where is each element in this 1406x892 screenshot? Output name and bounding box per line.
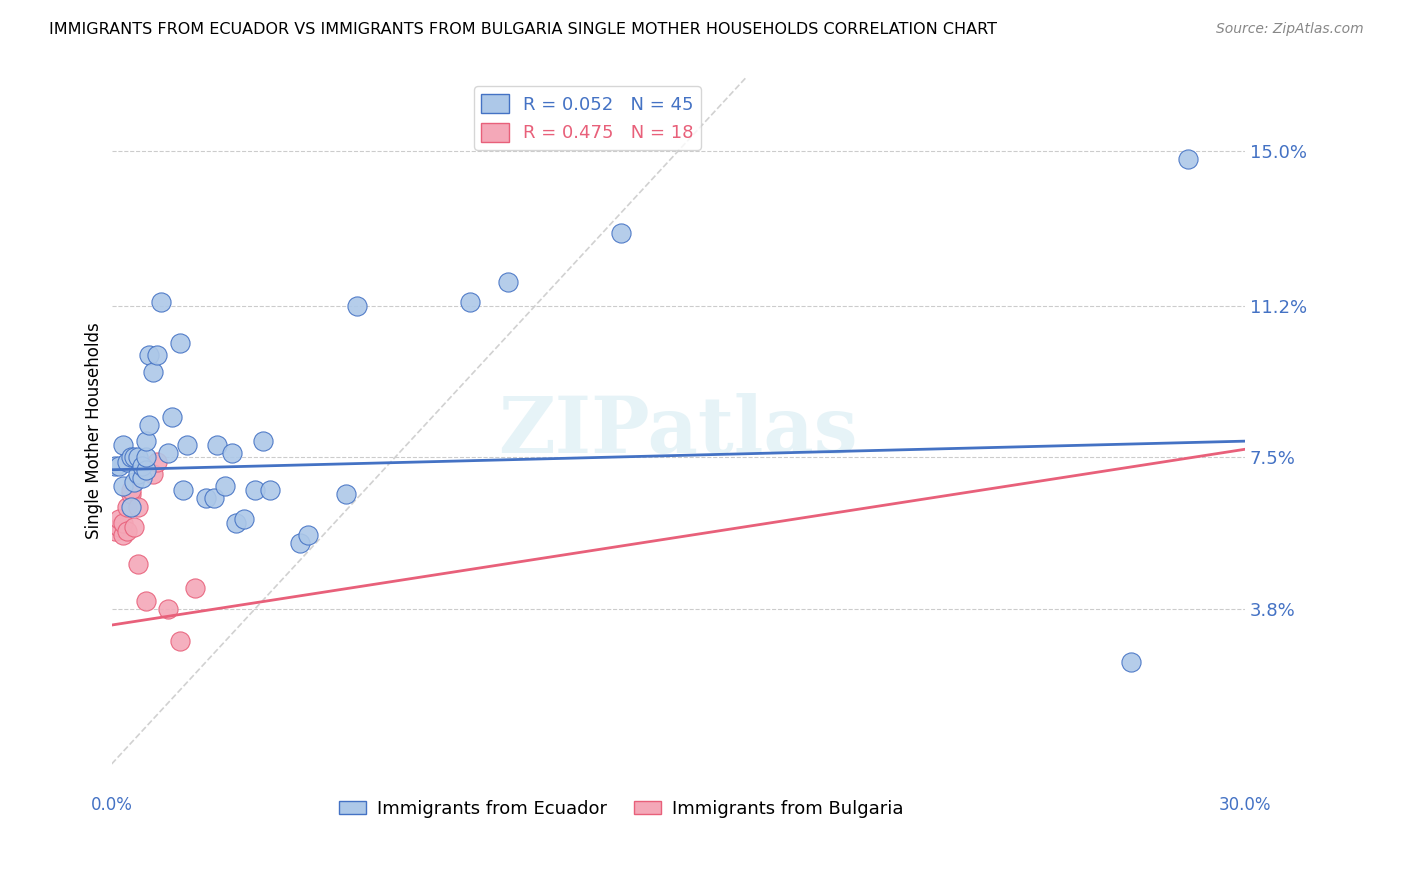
Point [335, 487, 357, 501]
Point [108, 520, 131, 534]
Point [176, 438, 198, 452]
Point [135, 450, 157, 465]
Point [142, 365, 165, 379]
Point [183, 581, 205, 595]
Legend: Immigrants from Ecuador, Immigrants from Bulgaria: Immigrants from Ecuador, Immigrants from… [332, 792, 911, 825]
Point [149, 295, 172, 310]
Point [243, 483, 266, 498]
Point [127, 500, 149, 514]
Text: IMMIGRANTS FROM ECUADOR VS IMMIGRANTS FROM BULGARIA SINGLE MOTHER HOUSEHOLDS COR: IMMIGRANTS FROM ECUADOR VS IMMIGRANTS FR… [49, 22, 997, 37]
Point [120, 483, 142, 498]
Point [115, 454, 138, 468]
Point [120, 450, 142, 465]
Point [111, 528, 134, 542]
Point [131, 471, 153, 485]
Point [169, 336, 191, 351]
Point [252, 434, 274, 449]
Point [115, 500, 138, 514]
Point [111, 479, 134, 493]
Point [346, 299, 368, 313]
Point [496, 275, 519, 289]
Point [297, 528, 319, 542]
Point [127, 557, 149, 571]
Point [195, 491, 218, 506]
Point [124, 450, 146, 465]
Point [214, 479, 236, 493]
Point [146, 348, 169, 362]
Point [138, 417, 160, 432]
Point [135, 463, 157, 477]
Point [131, 458, 153, 473]
Point [202, 491, 225, 506]
Point [172, 483, 194, 498]
Point [259, 483, 281, 498]
Point [108, 512, 131, 526]
Point [142, 467, 165, 481]
Point [169, 634, 191, 648]
Point [221, 446, 243, 460]
Point [146, 454, 169, 468]
Y-axis label: Single Mother Households: Single Mother Households [86, 323, 103, 540]
Point [124, 475, 146, 489]
Point [290, 536, 312, 550]
Point [1121, 655, 1143, 669]
Point [124, 520, 146, 534]
Point [135, 434, 157, 449]
Point [135, 593, 157, 607]
Point [104, 458, 127, 473]
Point [108, 458, 131, 473]
Point [207, 438, 229, 452]
Point [160, 409, 183, 424]
Point [225, 516, 247, 530]
Point [157, 601, 180, 615]
Point [460, 295, 482, 310]
Point [610, 226, 633, 240]
Point [111, 438, 134, 452]
Text: Source: ZipAtlas.com: Source: ZipAtlas.com [1216, 22, 1364, 37]
Point [104, 524, 127, 538]
Text: ZIPatlas: ZIPatlas [498, 393, 858, 469]
Point [1177, 152, 1199, 166]
Point [120, 500, 142, 514]
Point [157, 446, 180, 460]
Point [232, 512, 254, 526]
Point [138, 348, 160, 362]
Point [115, 524, 138, 538]
Point [111, 516, 134, 530]
Point [127, 467, 149, 481]
Point [120, 487, 142, 501]
Point [127, 450, 149, 465]
